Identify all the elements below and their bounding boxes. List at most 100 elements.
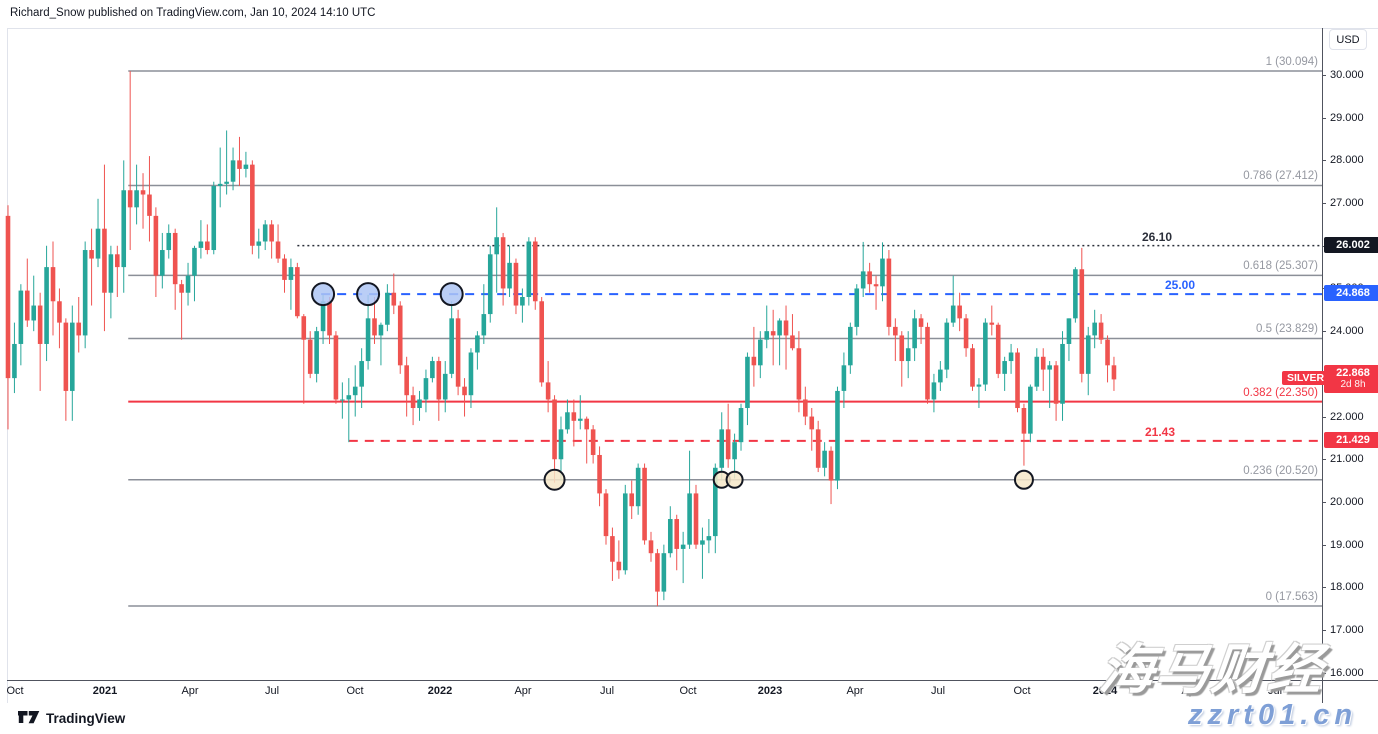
candle-body <box>938 369 943 383</box>
support-touch-circle[interactable] <box>1013 469 1034 490</box>
key-level-text-label[interactable]: 21.43 <box>1144 424 1176 439</box>
resistance-touch-circle[interactable] <box>311 282 336 307</box>
candle-body <box>18 290 24 344</box>
candle-body <box>153 215 159 276</box>
time-axis-month-label: Apr <box>514 685 532 697</box>
price-tick-label: 19.000 <box>1330 538 1364 551</box>
footer-brand[interactable]: TradingView <box>18 710 125 727</box>
fib-level-label: 0.382 (22.350) <box>1243 386 1318 399</box>
candle-body <box>893 326 898 336</box>
time-axis-month-label: Apr <box>846 685 864 697</box>
candle-body <box>121 190 127 268</box>
key-level-text-label[interactable]: 25.00 <box>1164 278 1196 293</box>
candle-body <box>976 384 982 387</box>
candle-body <box>803 399 808 417</box>
price-tick-mark <box>1322 160 1326 162</box>
candle-body <box>642 467 647 541</box>
candle-body <box>796 348 802 400</box>
candle-body <box>905 348 911 362</box>
candle-body <box>481 314 487 336</box>
candle-body <box>995 324 1001 374</box>
time-axis-month-label: Oct <box>1013 685 1031 697</box>
candlestick-series[interactable] <box>5 71 1117 607</box>
candle-body <box>1079 269 1085 374</box>
candle-body <box>1040 356 1046 370</box>
candle-body <box>359 361 364 387</box>
candle-body <box>667 519 673 554</box>
candle-body <box>725 429 731 460</box>
candle-body <box>809 416 815 430</box>
resistance-touch-circle[interactable] <box>439 282 464 307</box>
candle-body <box>655 553 660 592</box>
price-tick-label: 17.000 <box>1330 624 1364 637</box>
level-price-badge: 24.868 <box>1324 285 1378 302</box>
price-tick-label: 24.000 <box>1330 325 1364 338</box>
candle-body <box>751 356 757 366</box>
candle-body <box>192 247 197 276</box>
currency-toggle-button[interactable]: USD <box>1329 29 1367 50</box>
instrument-label-badge: SILVER <box>1282 371 1330 386</box>
candle-body <box>172 232 178 285</box>
candle-body <box>89 250 94 259</box>
candle-body <box>693 493 699 545</box>
tradingview-brand-text: TradingView <box>46 711 126 726</box>
time-axis-year-label: 2024 <box>1092 685 1118 697</box>
candle-body <box>307 339 313 374</box>
price-tick-label: 29.000 <box>1330 111 1364 124</box>
candle-body <box>925 326 930 400</box>
candle-body <box>160 250 165 276</box>
candle-body <box>815 429 821 468</box>
candle-body <box>552 399 557 460</box>
candle-body <box>777 320 782 336</box>
candle-body <box>970 348 975 387</box>
candle-body <box>590 429 596 455</box>
candle-body <box>1047 365 1052 370</box>
candle-body <box>539 301 544 383</box>
support-touch-circle[interactable] <box>725 470 744 489</box>
candle-body <box>629 493 635 507</box>
candle-body <box>500 237 506 289</box>
price-tick-label: 30.000 <box>1330 68 1364 81</box>
candle-body <box>378 324 384 336</box>
price-tick-label: 22.000 <box>1330 410 1364 423</box>
candle-body <box>179 284 184 293</box>
candle-body <box>1111 365 1117 380</box>
candle-body <box>931 382 937 400</box>
candle-body <box>950 305 956 323</box>
candle-body <box>346 395 352 400</box>
price-tick-mark <box>1322 74 1326 76</box>
candle-body <box>532 241 538 302</box>
candle-body <box>841 365 847 391</box>
time-axis-month-label: Oct <box>679 685 697 697</box>
candle-body <box>147 194 152 216</box>
candle-body <box>31 305 37 321</box>
support-touch-circle[interactable] <box>543 468 566 491</box>
time-axis-year-label: 2021 <box>92 685 118 697</box>
candle-body <box>577 418 583 421</box>
candle-body <box>616 561 622 571</box>
candle-body <box>983 322 988 385</box>
time-axis-month-label: Oct <box>346 685 364 697</box>
price-tick-mark <box>1322 331 1326 333</box>
time-axis-month-label: Oct <box>6 685 24 697</box>
candle-body <box>462 386 467 396</box>
candle-body <box>899 335 905 362</box>
candle-body <box>706 536 712 541</box>
candle-body <box>957 305 962 319</box>
candle-body <box>822 450 827 468</box>
candle-body <box>95 228 101 259</box>
time-axis-separator <box>7 680 1378 681</box>
candle-body <box>719 429 725 468</box>
candle-body <box>680 544 686 549</box>
candle-body <box>340 399 345 401</box>
candle-body <box>288 267 294 280</box>
candle-body <box>314 331 319 374</box>
fib-level-label: 0.786 (27.412) <box>1243 170 1318 183</box>
key-level-text-label[interactable]: 26.10 <box>1141 229 1173 244</box>
resistance-touch-circle[interactable] <box>356 282 381 307</box>
candle-body <box>250 164 255 246</box>
candle-body <box>1085 335 1091 374</box>
candle-body <box>1008 352 1014 362</box>
event-circle-markers <box>311 282 1034 491</box>
